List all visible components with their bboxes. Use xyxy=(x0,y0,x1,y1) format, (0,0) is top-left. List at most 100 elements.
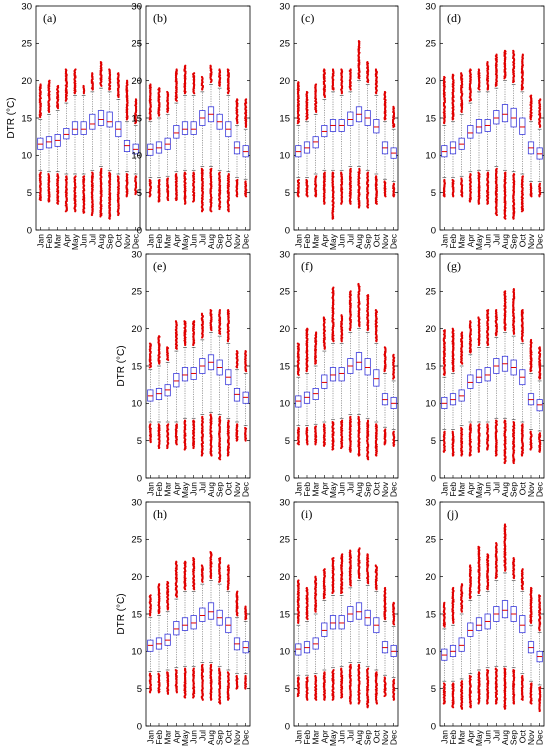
y-tick-label: 0 xyxy=(137,473,142,484)
y-tick-label: 20 xyxy=(131,324,142,335)
outlier-low xyxy=(108,217,111,220)
y-tick-label: 5 xyxy=(137,436,142,447)
outlier-low xyxy=(461,195,464,198)
outlier-low xyxy=(47,200,50,203)
outlier-high xyxy=(219,332,222,335)
y-tick-label: 5 xyxy=(27,188,32,199)
outlier-high xyxy=(209,81,212,84)
outlier-high xyxy=(340,92,343,95)
x-tick-label: Sep xyxy=(105,234,115,249)
outlier-low xyxy=(349,202,352,205)
outlier-high xyxy=(486,88,489,91)
outlier-high xyxy=(82,92,85,95)
outlier-low xyxy=(74,210,77,213)
outlier-low xyxy=(183,448,186,451)
outlier-low xyxy=(192,200,195,203)
plot-frame xyxy=(145,5,251,231)
outlier-low xyxy=(175,199,178,202)
outlier-low xyxy=(166,447,169,450)
outlier-high xyxy=(167,358,170,362)
outlier-low xyxy=(452,195,455,198)
outlier-high xyxy=(100,84,103,87)
chart-panel-b: 051015202530(b)JanFebMarAprMayJunJulAugS… xyxy=(131,1,250,250)
x-tick-label: Dec xyxy=(241,233,251,249)
outlier-low xyxy=(495,214,498,217)
panel-label: (b) xyxy=(153,11,167,25)
y-tick-label: 10 xyxy=(21,151,32,162)
y-tick-label: 25 xyxy=(425,39,436,50)
y-tick-label: 30 xyxy=(131,1,142,12)
y-tick-label: 10 xyxy=(279,151,290,162)
x-tick-label: Dec xyxy=(389,233,399,249)
outlier-low xyxy=(148,195,151,198)
x-tick-label: Jul xyxy=(87,234,97,245)
y-tick-label: 15 xyxy=(131,361,142,372)
y-tick-label: 15 xyxy=(21,113,32,124)
outlier-high xyxy=(227,92,230,95)
outlier-low xyxy=(90,214,94,217)
outlier-low xyxy=(175,443,178,446)
outlier-low xyxy=(512,217,515,220)
y-tick-label: 0 xyxy=(285,225,290,236)
box xyxy=(467,125,474,139)
panel-label: (a) xyxy=(43,11,56,25)
outlier-low xyxy=(157,447,161,450)
outlier-high xyxy=(210,329,213,332)
outlier-low xyxy=(520,210,523,213)
box xyxy=(181,121,189,135)
box xyxy=(63,128,70,140)
box xyxy=(71,121,79,135)
outlier-high xyxy=(305,118,308,121)
box xyxy=(493,110,500,125)
panel-label: (d) xyxy=(447,11,461,25)
outlier-high xyxy=(315,110,318,114)
outlier-high xyxy=(512,81,515,84)
outlier-high xyxy=(108,88,111,91)
outlier-high xyxy=(478,88,481,91)
outlier-low xyxy=(236,195,239,198)
chart-panel-c: 051015202530(c)JanFebMarAprMayJunJulAugS… xyxy=(279,1,398,250)
outlier-high xyxy=(349,88,352,91)
y-tick-label: 0 xyxy=(27,225,32,236)
outlier-high xyxy=(323,96,326,99)
outlier-low xyxy=(384,195,387,198)
outlier-high xyxy=(157,114,161,117)
outlier-low xyxy=(99,215,102,218)
plot-frame xyxy=(145,253,251,479)
outlier-low xyxy=(157,200,160,203)
y-tick-label: 30 xyxy=(425,1,436,12)
outlier-low xyxy=(210,210,213,213)
outlier-high xyxy=(236,122,239,125)
plot-frame xyxy=(439,5,545,231)
outlier-high xyxy=(468,99,471,102)
box xyxy=(181,367,189,382)
outlier-high xyxy=(148,366,151,369)
outlier-high xyxy=(91,88,94,91)
plot-frame xyxy=(293,5,399,231)
y-tick-label: 20 xyxy=(131,76,142,87)
outlier-low xyxy=(227,210,230,213)
outlier-low xyxy=(314,195,317,198)
outlier-high xyxy=(538,125,541,129)
box xyxy=(373,119,380,134)
outlier-high xyxy=(503,77,506,80)
outlier-high xyxy=(494,84,497,87)
outlier-high xyxy=(358,77,361,80)
outlier-low xyxy=(39,199,42,202)
y-tick-label: 10 xyxy=(131,399,142,410)
x-tick-label: Aug xyxy=(96,234,106,249)
box xyxy=(89,113,96,130)
x-tick-label: Dec xyxy=(131,233,141,249)
outlier-high xyxy=(529,118,532,121)
box xyxy=(173,125,180,139)
outlier-low xyxy=(538,195,541,198)
outlier-high xyxy=(39,116,42,119)
outlier-low xyxy=(192,447,195,450)
x-tick-label: Feb xyxy=(154,234,164,249)
y-tick-label: 25 xyxy=(21,39,32,50)
outlier-low xyxy=(183,202,186,205)
y-tick-label: 20 xyxy=(425,76,436,87)
panel-label: (e) xyxy=(153,259,166,273)
outlier-low xyxy=(366,206,370,209)
